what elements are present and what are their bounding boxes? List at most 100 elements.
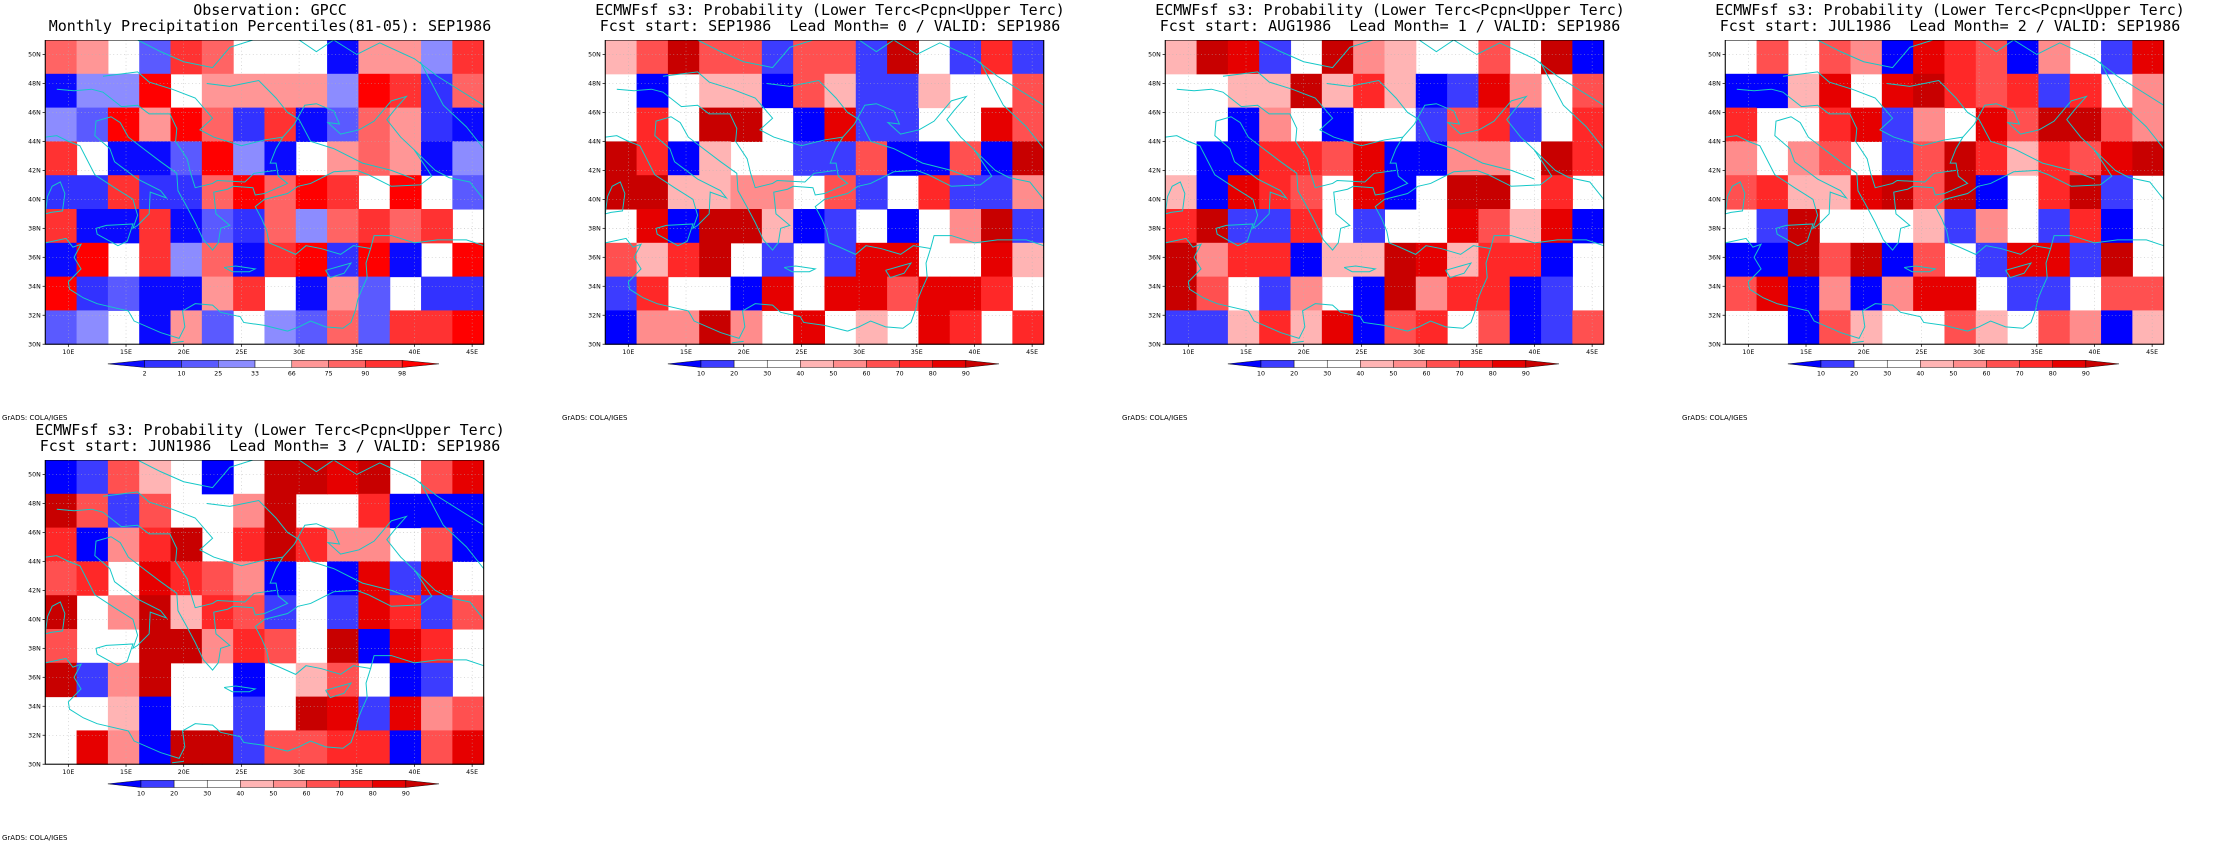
colorbar-swatch — [1820, 360, 1855, 368]
grid-cell — [1415, 73, 1448, 109]
map-panel-lead1: ECMWFsf s3: Probability (Lower Terc<Pcpn… — [1120, 0, 1660, 422]
grid-cell — [1012, 242, 1045, 278]
grid-cell — [295, 460, 328, 495]
lat-tick-label: 38N — [1708, 226, 1721, 233]
colorbar-swatch — [254, 360, 293, 368]
grid-cell — [170, 276, 203, 311]
grid-cell — [1944, 276, 1977, 311]
map-plot: 30N 32N 34N 36N 38N 40N 42N 44N 46N 48N 50N 10E 15E 2… — [1708, 40, 2165, 378]
colorbar-label: 60 — [1983, 371, 1991, 378]
grid-cell — [949, 141, 982, 176]
grid-cell — [605, 175, 638, 210]
map-panel-obs: Observation: GPCC Monthly Precipitation P… — [0, 0, 540, 422]
grid-cell — [295, 209, 328, 244]
grid-cell — [45, 460, 78, 495]
grid-cell — [201, 310, 234, 345]
grid-cell — [1572, 40, 1605, 75]
grid-cell — [1290, 73, 1323, 109]
lat-tick-label: 46N — [588, 110, 601, 117]
grid-cell — [1541, 310, 1573, 345]
lat-tick-label: 48N — [1708, 81, 1721, 88]
grid-cell — [1725, 276, 1758, 311]
grid-cell — [358, 730, 391, 765]
grid-cell — [358, 561, 391, 596]
map-frame — [1724, 40, 2165, 345]
map-panel-lead2: ECMWFsf s3: Probability (Lower Terc<Pcpn… — [1680, 0, 2220, 422]
grid-cell — [1227, 40, 1260, 75]
grid-cell — [358, 310, 391, 345]
grid-cell — [389, 696, 422, 731]
coastline — [2050, 235, 2164, 249]
coastline — [662, 71, 843, 147]
grid-cell — [389, 107, 422, 142]
grid-cell — [1259, 141, 1292, 176]
colorbar-label: 90 — [2082, 371, 2090, 378]
lat-tick-label: 34N — [28, 704, 41, 711]
coastline — [1222, 71, 1403, 147]
map-plot: 30N 32N 34N 36N 38N 40N 42N 44N 46N 48N 50N 10E 15E 2… — [28, 40, 485, 378]
grid-cell — [76, 175, 109, 210]
coastlines — [1164, 40, 1605, 344]
grid-cell — [730, 175, 763, 210]
colorbar-label: 20 — [1290, 371, 1298, 378]
grid-cell — [1756, 40, 1789, 75]
colorbar-label: 50 — [1949, 371, 1957, 378]
grid-cell — [1415, 107, 1448, 142]
grid-cell — [824, 141, 857, 176]
grid-cell — [1541, 242, 1573, 278]
grid-cell — [949, 209, 982, 244]
lon-tick-label: 45E — [1586, 349, 1598, 356]
colorbar-label: 80 — [929, 371, 937, 378]
grid-cell — [2038, 310, 2071, 345]
grid-cell — [1447, 175, 1479, 210]
grid-cell — [201, 40, 234, 75]
grid-cell — [1944, 175, 1977, 210]
grid-cell — [389, 175, 422, 210]
panel-title-line2: Fcst start: JUN1986 Lead Month= 3 / VALI… — [39, 437, 501, 455]
grid-cell — [1478, 276, 1511, 311]
grid-cell — [233, 276, 266, 311]
grid-cell — [45, 209, 78, 244]
lat-tick-label: 40N — [1148, 197, 1161, 204]
lon-tick-label: 30E — [1413, 349, 1425, 356]
grid-cell — [605, 310, 638, 345]
colorbar-label: 80 — [369, 791, 377, 798]
coastlines — [44, 460, 485, 764]
grid-cell — [1944, 141, 1977, 176]
coastline — [206, 79, 415, 180]
colorbar-swatch — [144, 360, 182, 368]
grid-cell — [201, 276, 234, 311]
colorbar-swatch — [107, 360, 145, 368]
colorbar-label: 20 — [730, 371, 738, 378]
precip-grid-cells — [1725, 40, 2165, 345]
lat-tick-label: 32N — [588, 312, 601, 319]
grid-cell — [264, 527, 297, 562]
grid-cell — [45, 595, 78, 630]
grid-cell — [1881, 276, 1914, 311]
grid-cell — [327, 276, 359, 311]
grid-cell — [264, 209, 297, 244]
colorbar-label: 66 — [288, 371, 296, 378]
grid-cell — [45, 175, 78, 210]
map-panel-lead3: ECMWFsf s3: Probability (Lower Terc<Pcpn… — [0, 420, 540, 842]
coastline — [1257, 40, 1374, 69]
grid-cell — [1259, 209, 1292, 244]
grid-cell — [264, 595, 297, 630]
grid-cell — [1881, 40, 1914, 75]
grid-cell — [2007, 73, 2039, 109]
lat-tick-label: 50N — [588, 52, 601, 59]
grid-cell — [1290, 242, 1323, 278]
grid-cell — [1819, 107, 1852, 142]
coastline — [1292, 340, 1304, 344]
lat-tick-label: 40N — [28, 197, 41, 204]
grid-cell — [358, 595, 391, 630]
grid-cell — [887, 73, 919, 109]
grid-cell — [107, 696, 140, 731]
grid-cell — [605, 242, 638, 278]
grid-cell — [264, 629, 297, 664]
grid-cell — [887, 276, 919, 311]
grid-cell — [452, 595, 485, 630]
grid-cell — [887, 209, 919, 244]
grid-cell — [139, 696, 172, 731]
colorbar: 10 20 30 40 50 60 70 80 90 — [1787, 360, 2119, 378]
